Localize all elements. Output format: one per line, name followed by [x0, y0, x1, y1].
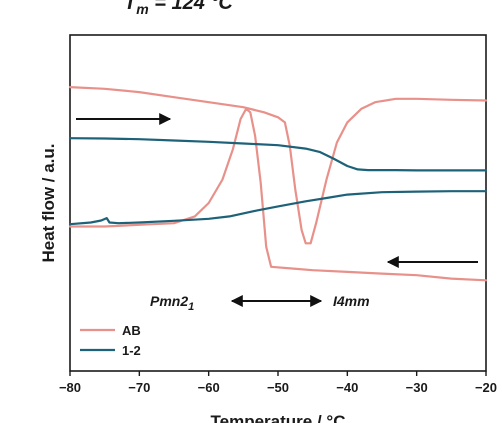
chart-title-suffix: = 124 °C — [149, 0, 234, 14]
phase-label-pmn21-sub: 1 — [188, 301, 194, 313]
phase-label-i4mm: I4mm — [333, 293, 370, 309]
plot-frame — [69, 34, 487, 372]
legend-label-1-2: 1-2 — [122, 343, 141, 358]
y-axis-title: Heat flow / a.u. — [39, 143, 58, 262]
x-tick-label: −30 — [406, 380, 428, 395]
series-line-ab-cooling — [68, 107, 488, 282]
legend-label-ab: AB — [122, 323, 141, 338]
legend: AB 1-2 — [80, 323, 141, 358]
series-line-1-2-heating — [68, 137, 488, 172]
chart-title: Tm = 124 °C — [124, 0, 233, 17]
chart-title-symbol: T — [124, 0, 138, 14]
series-line-1-2-cooling — [68, 190, 488, 226]
x-tick-label: −60 — [198, 380, 220, 395]
series-line-ab-heating — [68, 85, 488, 245]
x-tick-label: −80 — [59, 380, 81, 395]
x-tick-label: −50 — [267, 380, 289, 395]
x-tick-label: −70 — [128, 380, 150, 395]
x-tick-label: −40 — [336, 380, 358, 395]
chart-title-subscript: m — [136, 1, 148, 17]
phase-label-pmn21: Pmn21 — [150, 293, 194, 313]
x-tick-label: −20 — [475, 380, 497, 395]
x-axis-ticks: −80 −70 −60 −50 −40 −30 −20 — [59, 371, 497, 395]
series-lines — [68, 85, 488, 282]
phase-label-pmn21-main: Pmn2 — [150, 293, 188, 309]
x-axis-title: Temperature / °C — [211, 412, 346, 423]
